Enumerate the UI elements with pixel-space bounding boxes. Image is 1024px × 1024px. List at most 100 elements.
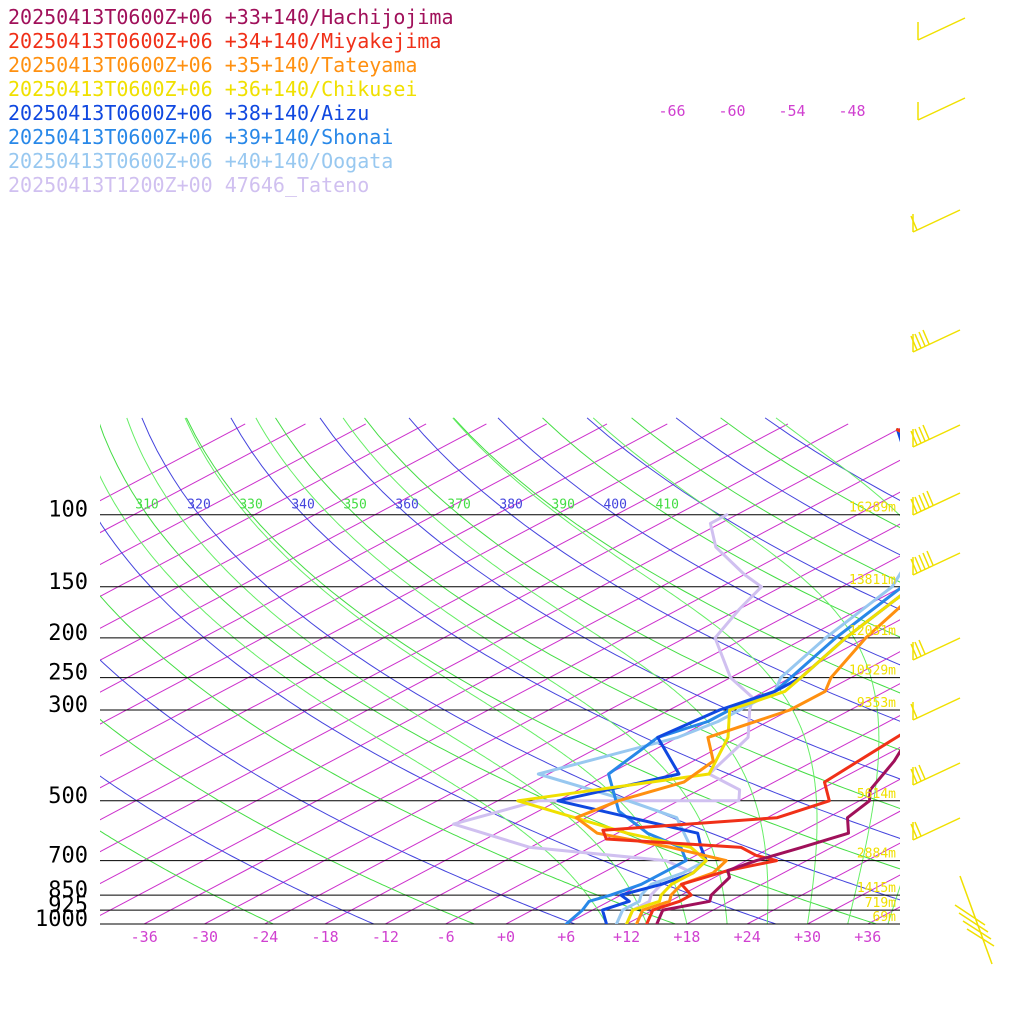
dry-adiabat-line [100, 718, 475, 924]
wind-barb-icon [910, 550, 961, 576]
temperature-tick-label: +36 [854, 928, 881, 946]
dry-adiabat-line [100, 659, 575, 924]
isotherm-line [100, 423, 728, 757]
dry-adiabat-line [542, 417, 900, 638]
legend-entry: 20250413T0600Z+06 +39+140/Shonai [8, 125, 393, 149]
temperature-tick-label: -36 [131, 928, 158, 946]
legend-entry: 20250413T0600Z+06 +36+140/Chikusei [8, 77, 417, 101]
isotherm-line [686, 810, 900, 924]
theta-label: 330 [239, 498, 262, 513]
wind-barb-icon [910, 697, 961, 721]
pressure-label: 200 [48, 621, 88, 646]
temperature-tick-label: -12 [372, 928, 399, 946]
dry-adiabat-line [230, 417, 900, 839]
dry-adiabat-line [100, 423, 877, 924]
pressure-label: 300 [48, 693, 88, 718]
isotherm-line [264, 587, 900, 924]
legend-entry: 20250413T0600Z+06 +33+140/Hachijojima [8, 5, 454, 29]
theta-label: 340 [291, 498, 314, 513]
pressure-label: 100 [48, 498, 88, 523]
profile-line-1 [601, 428, 900, 924]
legend-entry: 20250413T0600Z+06 +38+140/Aizu [8, 101, 369, 125]
pressure-label: 1000 [35, 907, 88, 932]
theta-label: 350 [343, 498, 366, 513]
pressure-label: 250 [48, 661, 88, 686]
isotherm-line [100, 423, 849, 821]
isotherm-line [143, 523, 900, 924]
isotherm-line [100, 423, 608, 693]
height-label: 5614m [857, 787, 896, 802]
wind-barb-icon [910, 329, 961, 353]
legend-entry: 20250413T0600Z+06 +34+140/Miyakejima [8, 29, 441, 53]
dry-adiabat-line [275, 417, 900, 810]
temperature-tick-label: -24 [251, 928, 278, 946]
wind-barb-icon [910, 209, 961, 233]
moist-adiabat-line [100, 475, 607, 924]
height-label: 12031m [849, 624, 896, 639]
pressure-label: 925 [48, 893, 88, 918]
theta-label: 400 [603, 498, 626, 513]
theta-label: 310 [135, 498, 158, 513]
profile-line-3 [516, 428, 900, 924]
pressure-label: 850 [48, 878, 88, 903]
wind-barb-icon [910, 817, 961, 841]
isotherm-line [100, 423, 547, 661]
isotherm-line [100, 423, 306, 534]
temperature-tick-label: +30 [794, 928, 821, 946]
dry-adiabat-line [408, 417, 900, 722]
background-lines [100, 417, 1024, 924]
height-label: 69m [873, 910, 897, 925]
isotherm-line [100, 423, 487, 629]
isotherm-line [100, 423, 668, 725]
profile-line-4 [556, 428, 900, 924]
moist-adiabat-line [775, 417, 900, 924]
isotherm-line [100, 423, 789, 789]
temperature-tick-label: +18 [673, 928, 700, 946]
isotherm-line [324, 619, 900, 924]
dry-adiabat-line [319, 417, 900, 780]
theta-label: 410 [655, 498, 678, 513]
temperature-tick-label: -6 [437, 928, 455, 946]
isotherm-line [626, 778, 900, 924]
wind-barb-icon [917, 97, 966, 121]
moist-adiabat-line [126, 417, 648, 924]
isotherm-line [204, 555, 900, 924]
isotherm-line [566, 746, 900, 924]
wind-barb-icon [910, 424, 961, 448]
pressure-label: 150 [48, 570, 88, 595]
temperature-profiles [452, 428, 900, 924]
dry-adiabat-line [364, 417, 900, 751]
isotherm-label: -48 [838, 102, 865, 120]
dry-adiabat-line [453, 417, 900, 694]
dry-adiabat-line [100, 775, 375, 924]
isotherm-label: -60 [718, 102, 745, 120]
isotherm-line [100, 423, 367, 566]
height-label: 1415m [857, 881, 896, 896]
legend: 20250413T0600Z+06 +33+140/Hachijojima202… [8, 5, 454, 197]
theta-label: 370 [447, 498, 470, 513]
legend-entry: 20250413T1200Z+00 47646_Tateno [8, 173, 369, 197]
wind-barb-icon [917, 17, 966, 41]
isotherm-line [928, 424, 1024, 924]
isotherm-line [100, 491, 900, 917]
axis-labels: 100 16289m 150 13811m 200 12031m 250 10529m 300 9… [35, 102, 896, 946]
moist-adiabat-line [255, 417, 728, 924]
dry-adiabat-line [100, 595, 676, 924]
height-label: 719m [865, 896, 896, 911]
wind-barbs [910, 17, 995, 965]
dry-adiabat-line [100, 830, 274, 924]
temperature-tick-label: +24 [734, 928, 761, 946]
isotherm-line [385, 651, 900, 924]
theta-label: 320 [187, 498, 210, 513]
dry-adiabat-line [185, 417, 900, 870]
height-label: 9353m [857, 696, 896, 711]
dry-adiabat-line [497, 417, 900, 666]
theta-label: 360 [395, 498, 418, 513]
legend-entry: 20250413T0600Z+06 +40+140/Oogata [8, 149, 393, 173]
temperature-tick-label: +6 [557, 928, 575, 946]
isotherm-line [100, 459, 900, 885]
height-label: 13811m [849, 573, 896, 588]
profile-line-0 [655, 748, 900, 924]
wind-barb-icon [910, 762, 961, 786]
